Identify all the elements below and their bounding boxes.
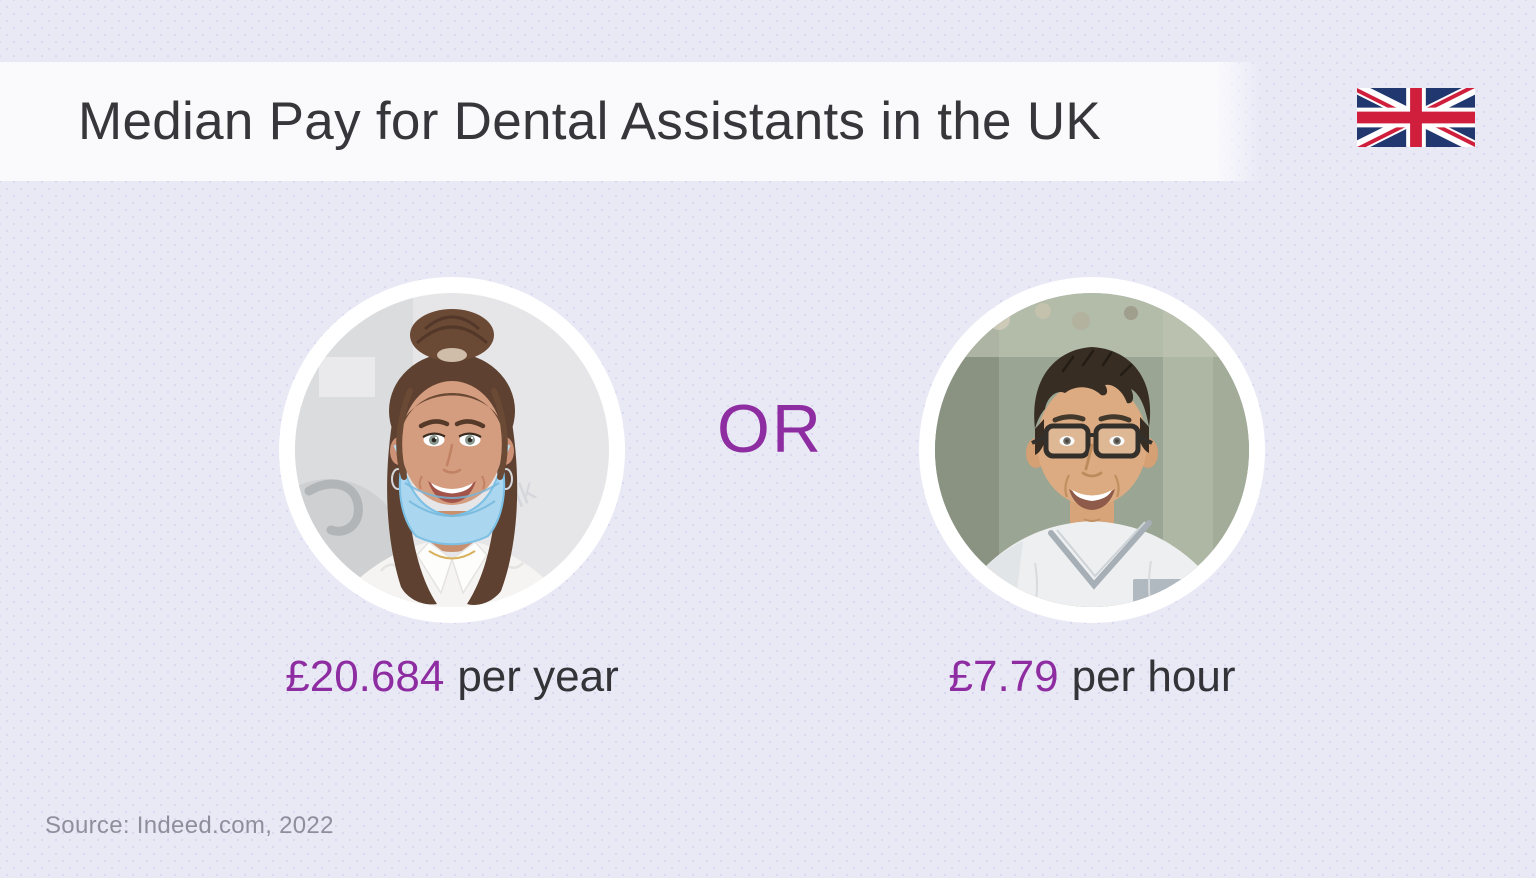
annual-pay-amount: £20.684 xyxy=(285,652,445,701)
header-band: Median Pay for Dental Assistants in the … xyxy=(0,62,1262,181)
pay-label-annual: £20.684 per year xyxy=(152,649,752,705)
photo-circle-left: freepik xyxy=(279,277,625,623)
male-dental-assistant-photo xyxy=(935,293,1249,607)
page-title: Median Pay for Dental Assistants in the … xyxy=(78,92,1102,151)
uk-flag-icon xyxy=(1357,88,1475,147)
pay-label-hourly: £7.79 per hour xyxy=(792,649,1392,705)
annual-pay-period: per year xyxy=(457,652,619,701)
photo-circle-right xyxy=(919,277,1265,623)
female-dental-assistant-photo: freepik xyxy=(295,293,609,607)
source-citation: Source: Indeed.com, 2022 xyxy=(45,812,334,839)
hourly-pay-amount: £7.79 xyxy=(948,652,1059,701)
hourly-pay-period: per hour xyxy=(1071,652,1236,701)
or-connector-label: OR xyxy=(717,391,823,467)
